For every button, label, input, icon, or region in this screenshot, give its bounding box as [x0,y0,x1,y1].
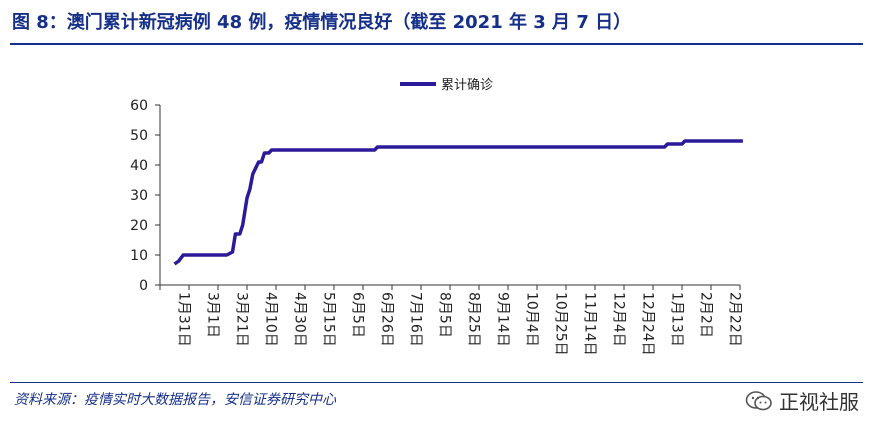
x-tick-label: 10月4日 [524,292,540,347]
title-divider [10,43,863,45]
chart-title: 图 8：澳门累计新冠病例 48 例，疫情情况良好（截至 2021 年 3 月 7… [12,12,632,33]
x-tick-label: 12月24日 [640,292,656,356]
y-tick-label: 10 [130,248,148,264]
y-tick-labels: 0 10 20 30 40 50 60 [130,98,148,294]
y-tick-label: 60 [130,98,148,114]
x-tick-label: 4月10日 [263,292,279,347]
y-tick-label: 20 [130,218,148,234]
x-tick-label: 5月15日 [321,292,337,347]
watermark: 正视社服 [745,386,859,415]
x-tick-label: 3月21日 [234,292,250,347]
x-tick-label: 1月13日 [669,292,685,347]
watermark-text: 正视社服 [779,390,859,414]
x-tick-label: 3月1日 [205,292,221,338]
x-tick-label: 4月30日 [292,292,308,347]
x-tick-label: 1月31日 [176,292,192,347]
y-tick-label: 40 [130,158,148,174]
x-tick-label: 9月14日 [495,292,511,347]
y-tick-label: 0 [139,278,148,294]
x-tick-label: 6月5日 [350,292,366,338]
y-tick-label: 50 [130,128,148,144]
x-tick-label: 6月26日 [379,292,395,347]
chart-axes [155,104,741,290]
legend: 累计确诊 [400,78,493,93]
footer-divider [10,382,863,383]
x-tick-label: 7月16日 [408,292,424,347]
x-tick-label: 2月2日 [698,292,714,338]
x-tick-label: 11月14日 [582,292,598,356]
x-tick-label: 8月25日 [466,292,482,347]
x-tick-label: 10月25日 [553,292,569,356]
x-tick-label: 12月4日 [611,292,627,347]
x-tick-label: 8月5日 [437,292,453,338]
x-tick-labels: 1月31日 3月1日 3月21日 4月10日 4月30日 5月15日 6月5日 6月26日 7月… [176,292,743,356]
legend-label: 累计确诊 [441,78,493,93]
series-layer [173,139,743,266]
y-tick-label: 30 [130,188,148,204]
series-line-cumulative-confirmed [173,139,743,266]
x-tick-label: 2月22日 [727,292,743,347]
wechat-icon [745,390,772,410]
source-note: 资料来源：疫情实时大数据报告，安信证券研究中心 [14,392,336,408]
